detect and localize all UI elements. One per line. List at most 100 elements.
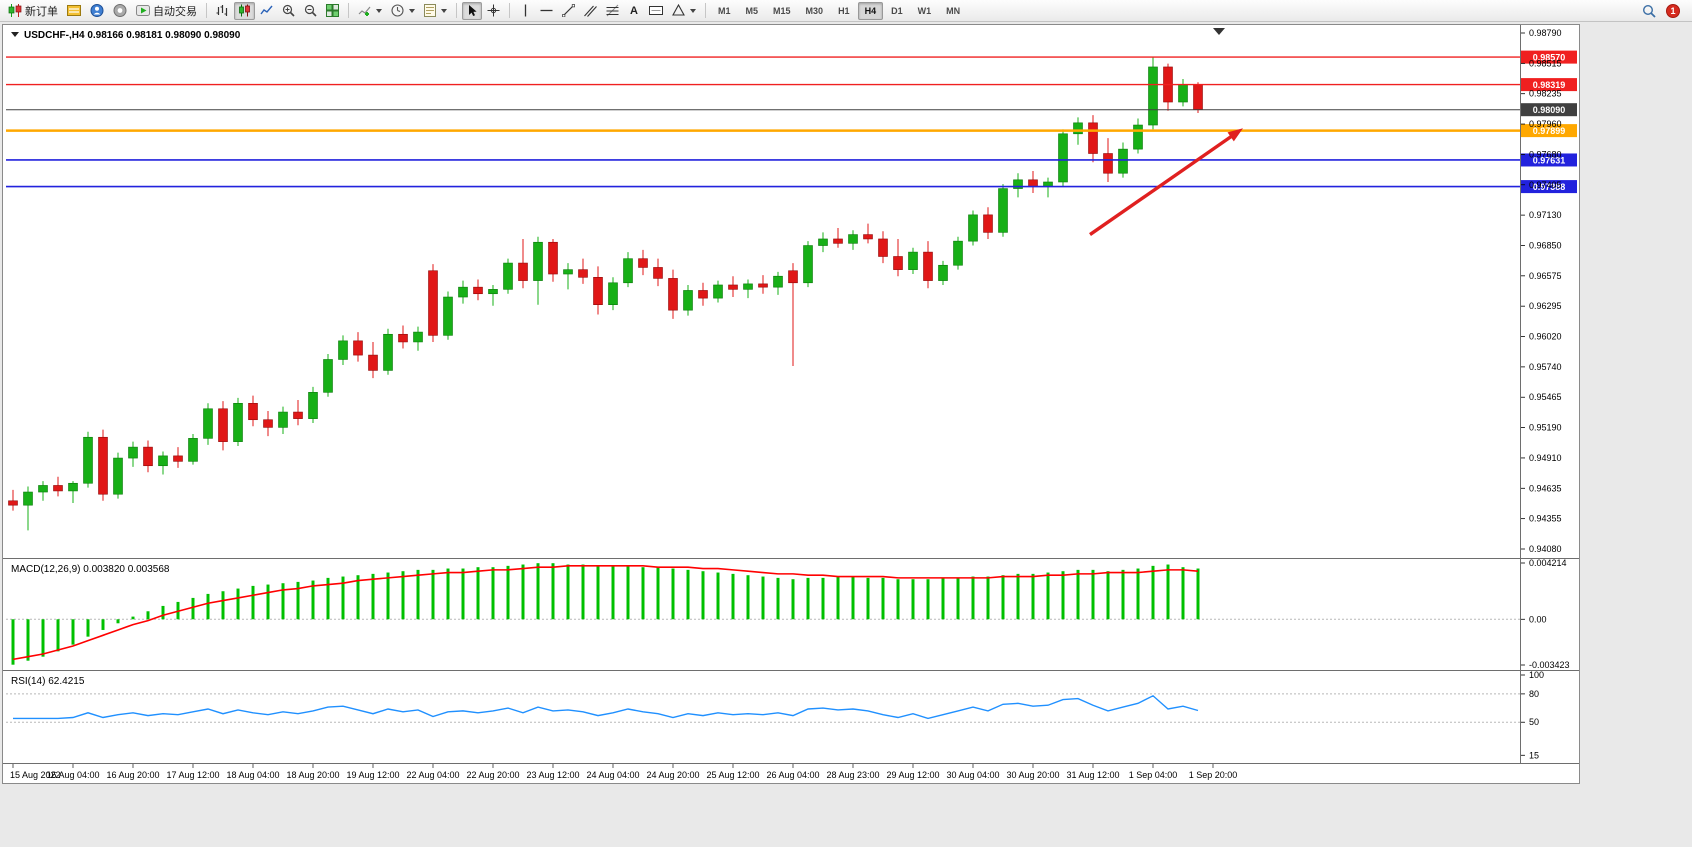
candle-body [143, 446, 153, 467]
search-icon [1642, 4, 1656, 18]
time-tick-label: 1 Sep 20:00 [1189, 770, 1238, 780]
timeframe-h4-button[interactable]: H4 [857, 1, 884, 20]
horizontal-line-button[interactable] [536, 2, 557, 20]
candle-body [458, 286, 468, 298]
time-tick-label: 28 Aug 23:00 [826, 770, 879, 780]
candle-body [1073, 122, 1083, 135]
candle-body [218, 408, 228, 442]
indicators-button[interactable] [354, 2, 386, 20]
mql5-button[interactable] [109, 2, 131, 20]
time-tick-label: 18 Aug 04:00 [226, 770, 279, 780]
label-button[interactable] [645, 2, 667, 20]
tile-windows-icon [326, 4, 339, 17]
macd-signal-line [12, 565, 1199, 661]
time-tick-label: 30 Aug 20:00 [1006, 770, 1059, 780]
price-level-badge [1521, 153, 1577, 167]
rsi-title: RSI(14) 62.4215 [11, 676, 85, 687]
price-level-badge-label: 0.98090 [1533, 105, 1566, 115]
rsi-scale-label: 50 [1529, 717, 1539, 727]
candle-body [308, 392, 318, 419]
candle-body [833, 238, 843, 244]
candle-body [1013, 179, 1023, 189]
text-tool-icon: A [630, 4, 638, 17]
community-button[interactable] [86, 2, 108, 20]
price-level-badge-label: 0.98570 [1533, 53, 1566, 63]
timeframe-d1-button[interactable]: D1 [891, 5, 903, 16]
line-chart-button[interactable] [256, 2, 277, 20]
autotrading-button[interactable]: 自动交易 [132, 2, 201, 20]
candle-body [23, 491, 33, 506]
candle-body [1193, 84, 1203, 110]
candle-body [353, 340, 363, 356]
time-tick-label: 18 Aug 20:00 [286, 770, 339, 780]
candle-body [188, 438, 198, 462]
timeframe-m15-button[interactable]: M15 [773, 5, 791, 16]
search-button[interactable] [1638, 2, 1660, 20]
zoom-out-button[interactable] [300, 2, 321, 20]
timeframe-w1-button[interactable]: W1 [917, 5, 932, 16]
tile-windows-button[interactable] [322, 2, 343, 20]
templates-button[interactable] [420, 2, 451, 20]
mql5-icon [113, 4, 127, 17]
timeframe-mn-button[interactable]: MN [946, 5, 961, 16]
cursor-button[interactable] [462, 1, 482, 20]
new-order-button[interactable]: 新订单 [4, 2, 62, 20]
trendline-button[interactable] [558, 2, 579, 20]
vertical-line-button[interactable] [515, 2, 535, 20]
time-tick-label: 29 Aug 12:00 [886, 770, 939, 780]
timeframe-m5-button[interactable]: M5 [745, 5, 759, 16]
autotrading-label: 自动交易 [153, 5, 197, 18]
candle-body [68, 482, 78, 492]
price-levels[interactable]: 0.98570 0.98319 0.98090 0.97899 0.97631 0.973… [6, 50, 1577, 194]
price-tick-label: 0.94910 [1529, 453, 1562, 463]
price-tick-label: 0.95465 [1529, 392, 1562, 402]
price-chart[interactable]: 0.98570 0.98319 0.98090 0.97899 0.97631 0.973… [3, 25, 1579, 783]
time-tick-label: 22 Aug 04:00 [406, 770, 459, 780]
cursor-icon [469, 5, 477, 16]
price-tick-label: 0.94080 [1529, 544, 1562, 554]
new-order-icon [8, 4, 22, 17]
candle-body [923, 251, 933, 281]
chart-header: USDCHF-,H4 0.98166 0.98181 0.98090 0.980… [24, 30, 241, 41]
time-tick-label: 22 Aug 20:00 [466, 770, 519, 780]
text-button[interactable]: A [624, 2, 644, 20]
bar-chart-button[interactable] [212, 2, 233, 20]
candle-body [1058, 133, 1068, 183]
candle-body [323, 359, 333, 393]
periods-button[interactable] [387, 2, 419, 20]
time-tick-label: 15 Aug 2022 [10, 770, 61, 780]
timeframe-h1-button[interactable]: H1 [838, 5, 850, 16]
notification-badge[interactable]: 1 [1666, 3, 1680, 18]
zoom-in-button[interactable] [278, 2, 299, 20]
candle-body [608, 282, 618, 305]
timeframe-m1-button[interactable]: M1 [718, 5, 731, 16]
crosshair-button[interactable] [483, 2, 504, 20]
macd-scale-label: 0.004214 [1529, 558, 1567, 568]
toolbar-right-tools: 1 [1638, 2, 1688, 20]
candlestick-chart-button[interactable] [234, 1, 255, 20]
toolbar: 新订单 自动交易 [0, 0, 1692, 22]
price-level-badge [1521, 180, 1577, 194]
price-axis[interactable]: 0.98790 0.98515 0.98235 0.97960 0.97680 0.974… [1521, 28, 1562, 554]
candle-body [683, 290, 693, 311]
data-window-icon [67, 5, 81, 16]
candle-body [698, 290, 708, 299]
collapse-chart-icon[interactable] [11, 32, 19, 37]
data-window-button[interactable] [63, 2, 85, 20]
candle-body [743, 283, 753, 290]
candle-body [53, 485, 63, 492]
toolbar-separator [206, 3, 207, 18]
chart-shift-marker-icon[interactable] [1213, 28, 1225, 35]
time-tick-label: 19 Aug 12:00 [346, 770, 399, 780]
trend-arrow-annotation[interactable] [1089, 128, 1243, 236]
candle-body [788, 270, 798, 284]
bar-chart-icon [216, 5, 228, 16]
fibonacci-button[interactable] [602, 2, 623, 20]
channel-button[interactable] [580, 2, 601, 20]
shapes-button[interactable] [668, 2, 700, 20]
timeframe-m30-button[interactable]: M30 [805, 5, 824, 16]
rsi-panel: 100 80 50 15 [6, 670, 1544, 760]
candle-body [248, 402, 258, 421]
arrow-head [1227, 128, 1243, 142]
